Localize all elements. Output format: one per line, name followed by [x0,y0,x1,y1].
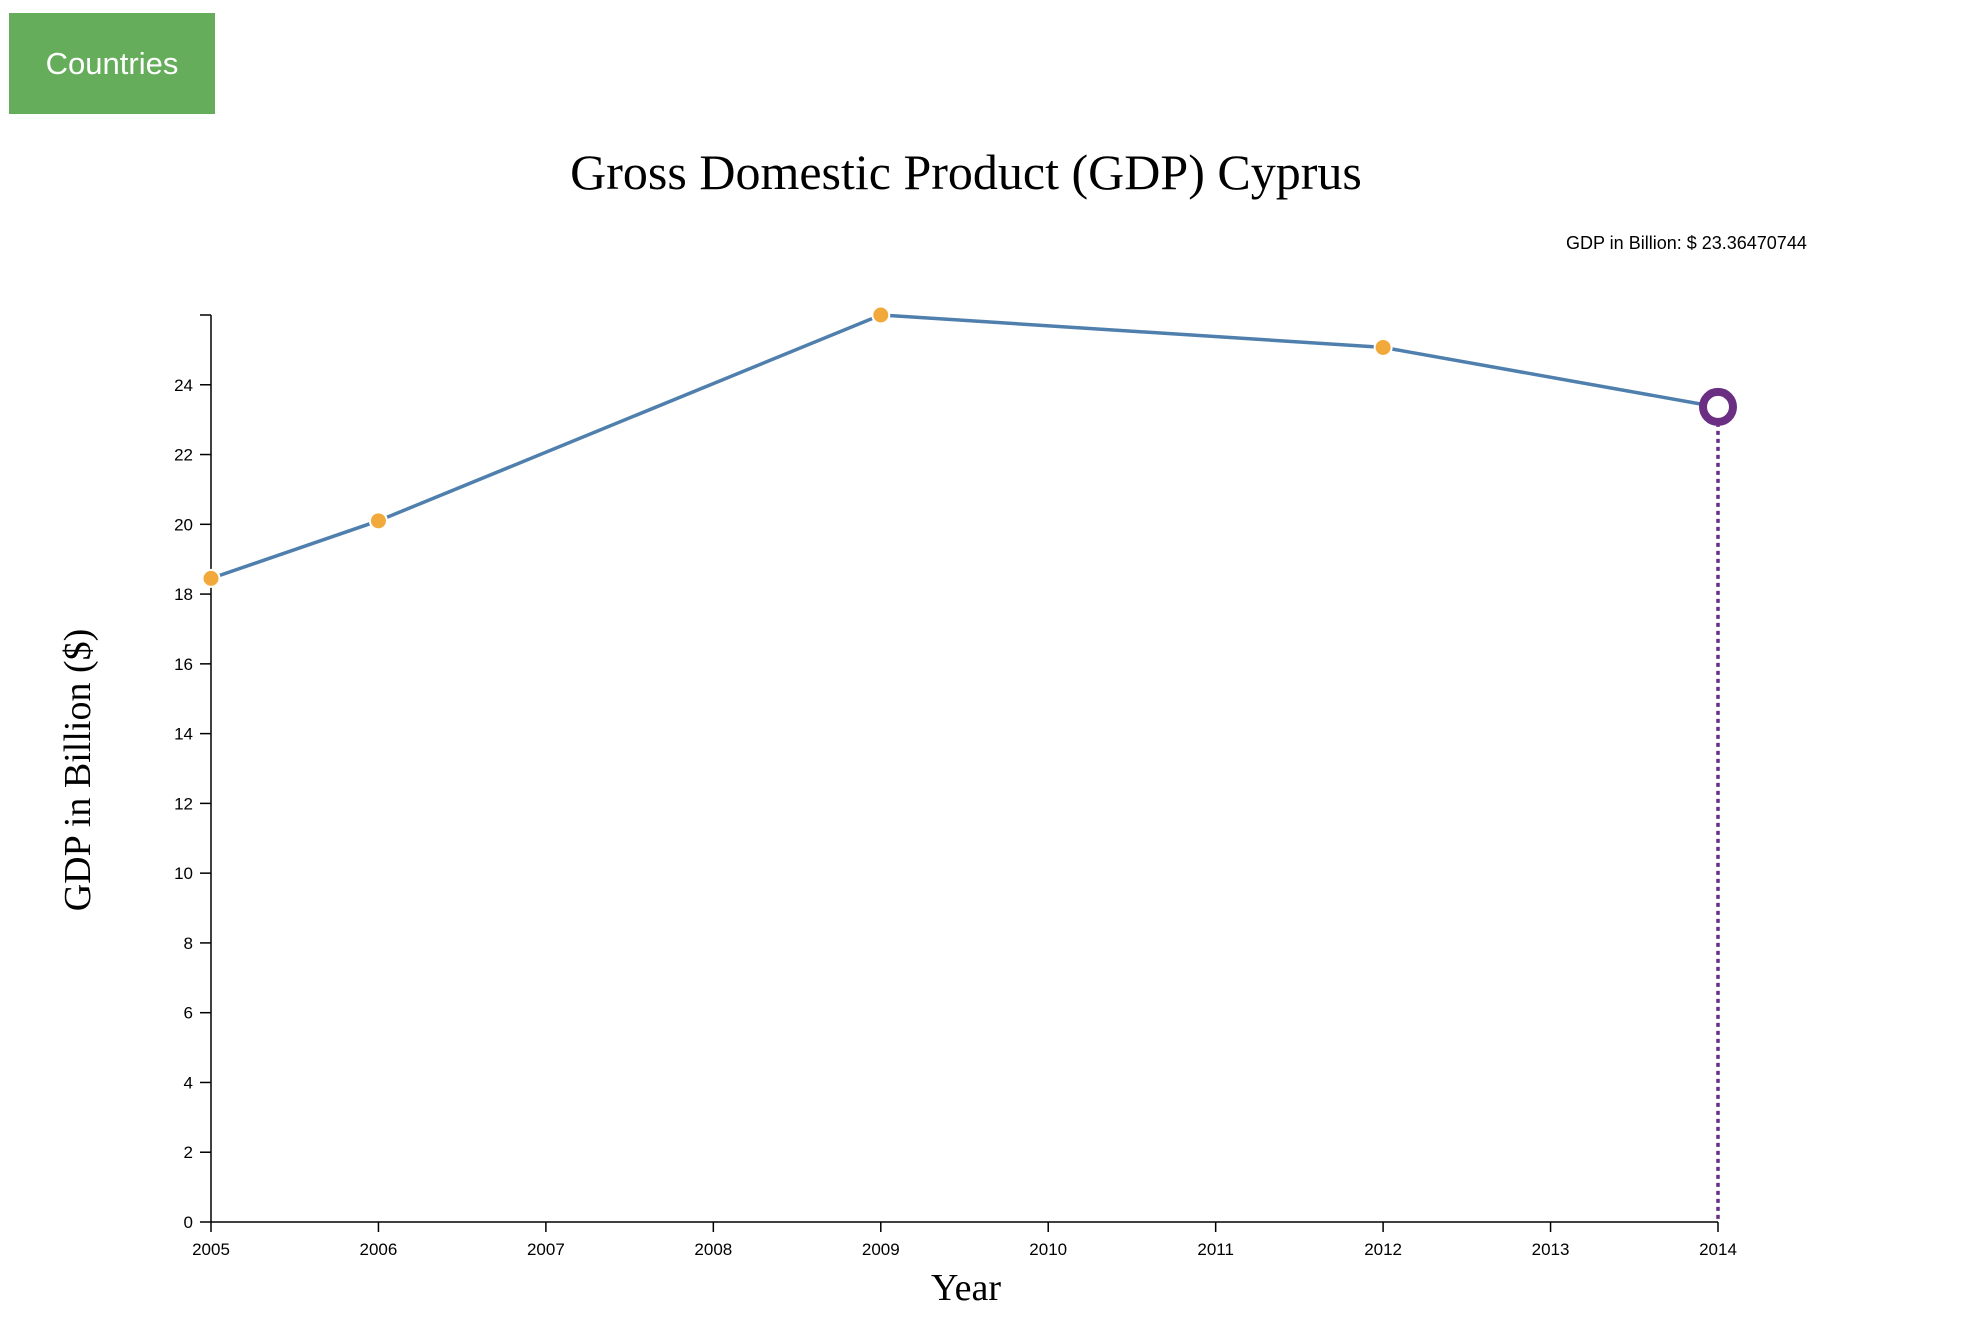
data-point[interactable] [871,305,891,325]
series-line [210,313,1719,581]
x-axis-title: Year [931,1267,1001,1309]
value-tooltip: GDP in Billion: $ 23.36470744 [1566,233,1807,253]
y-tick-label: 4 [184,1073,193,1092]
chart-title: Gross Domestic Product (GDP) Cyprus [570,144,1362,200]
y-tick-label: 2 [184,1143,193,1162]
y-tick-label: 12 [174,794,193,813]
y-tick-label: 0 [184,1213,193,1232]
x-tick-label: 2009 [862,1240,900,1259]
y-axis-title: GDP in Billion ($) [57,629,99,912]
data-point[interactable] [368,511,388,531]
data-point[interactable] [201,568,221,588]
x-tick-label: 2010 [1029,1240,1067,1259]
highlighted-data-point[interactable] [1699,387,1737,426]
x-tick-label: 2013 [1532,1240,1570,1259]
y-tick-label: 14 [174,725,193,744]
x-tick-label: 2007 [527,1240,565,1259]
countries-button[interactable]: Countries [9,13,215,114]
data-point[interactable] [1373,337,1393,357]
y-tick-label: 22 [174,446,193,465]
data-points [201,305,1393,588]
x-tick-label: 2014 [1699,1240,1737,1259]
y-tick-label: 8 [184,934,193,953]
y-tick-label: 18 [174,585,193,604]
y-tick-label: 6 [184,1004,193,1023]
y-tick-label: 20 [174,515,193,534]
x-tick-label: 2011 [1197,1240,1234,1259]
x-tick-label: 2006 [360,1240,398,1259]
x-tick-label: 2005 [192,1240,230,1259]
x-tick-label: 2012 [1364,1240,1402,1259]
x-tick-label: 2008 [694,1240,732,1259]
x-axis: 2005 2006 2007 2008 2009 2010 2011 2012 2013 2014 [192,1221,1737,1259]
highlight-marker [1699,387,1737,1222]
y-tick-label: 16 [174,655,193,674]
y-tick-label: 10 [174,864,193,883]
y-tick-label: 24 [174,376,193,395]
